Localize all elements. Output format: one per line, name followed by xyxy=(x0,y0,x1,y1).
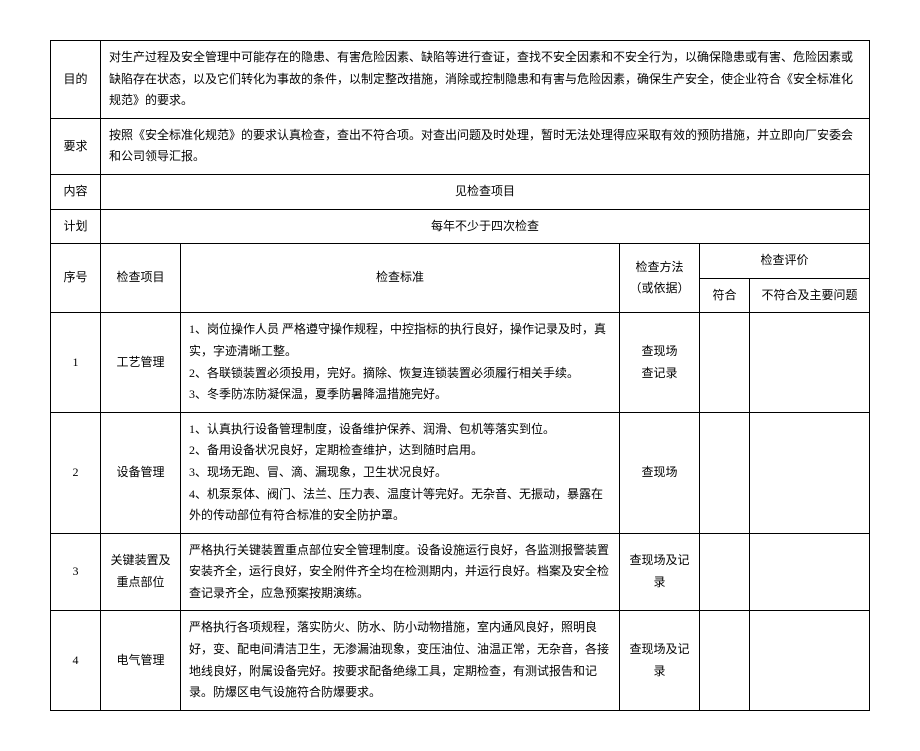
cell-method: 查现场及记录 xyxy=(619,611,699,710)
table-row: 1工艺管理1、岗位操作人员 严格遵守操作规程，中控指标的执行良好，操作记录及时，… xyxy=(51,313,870,412)
cell-item: 设备管理 xyxy=(101,412,181,533)
table-row: 4电气管理严格执行各项规程，落实防火、防水、防小动物措施，室内通风良好，照明良好… xyxy=(51,611,870,710)
cell-method: 查现场 查记录 xyxy=(619,313,699,412)
cell-item: 电气管理 xyxy=(101,611,181,710)
col-nonconform: 不符合及主要问题 xyxy=(749,278,869,313)
requirement-label: 要求 xyxy=(51,118,101,174)
col-standard: 检查标准 xyxy=(181,244,620,313)
requirement-row: 要求 按照《安全标准化规范》的要求认真检查，查出不符合项。对查出问题及时处理，暂… xyxy=(51,118,870,174)
plan-label: 计划 xyxy=(51,209,101,244)
col-item: 检查项目 xyxy=(101,244,181,313)
cell-nonconform xyxy=(749,412,869,533)
col-conform: 符合 xyxy=(699,278,749,313)
content-label: 内容 xyxy=(51,174,101,209)
plan-text: 每年不少于四次检查 xyxy=(101,209,870,244)
cell-seq: 3 xyxy=(51,533,101,611)
col-eval: 检查评价 xyxy=(699,244,869,279)
cell-item: 关键装置及重点部位 xyxy=(101,533,181,611)
cell-method: 查现场 xyxy=(619,412,699,533)
content-row: 内容 见检查项目 xyxy=(51,174,870,209)
cell-standard: 1、岗位操作人员 严格遵守操作规程，中控指标的执行良好，操作记录及时，真实，字迹… xyxy=(181,313,620,412)
cell-conform xyxy=(699,313,749,412)
cell-nonconform xyxy=(749,611,869,710)
cell-conform xyxy=(699,412,749,533)
inspection-table: 目的 对生产过程及安全管理中可能存在的隐患、有害危险因素、缺陷等进行查证，查找不… xyxy=(50,40,870,711)
requirement-text: 按照《安全标准化规范》的要求认真检查，查出不符合项。对查出问题及时处理，暂时无法… xyxy=(101,118,870,174)
cell-conform xyxy=(699,611,749,710)
cell-seq: 4 xyxy=(51,611,101,710)
cell-standard: 严格执行关键装置重点部位安全管理制度。设备设施运行良好，各监测报警装置安装齐全，… xyxy=(181,533,620,611)
col-seq: 序号 xyxy=(51,244,101,313)
content-text: 见检查项目 xyxy=(101,174,870,209)
col-method: 检查方法（或依据） xyxy=(619,244,699,313)
cell-standard: 严格执行各项规程，落实防火、防水、防小动物措施，室内通风良好，照明良好，变、配电… xyxy=(181,611,620,710)
cell-seq: 2 xyxy=(51,412,101,533)
cell-conform xyxy=(699,533,749,611)
purpose-row: 目的 对生产过程及安全管理中可能存在的隐患、有害危险因素、缺陷等进行查证，查找不… xyxy=(51,41,870,119)
table-row: 3关键装置及重点部位严格执行关键装置重点部位安全管理制度。设备设施运行良好，各监… xyxy=(51,533,870,611)
cell-item: 工艺管理 xyxy=(101,313,181,412)
cell-standard: 1、认真执行设备管理制度，设备维护保养、润滑、包机等落实到位。 2、备用设备状况… xyxy=(181,412,620,533)
cell-method: 查现场及记录 xyxy=(619,533,699,611)
purpose-label: 目的 xyxy=(51,41,101,119)
cell-nonconform xyxy=(749,533,869,611)
header-row-1: 序号 检查项目 检查标准 检查方法（或依据） 检查评价 xyxy=(51,244,870,279)
cell-seq: 1 xyxy=(51,313,101,412)
purpose-text: 对生产过程及安全管理中可能存在的隐患、有害危险因素、缺陷等进行查证，查找不安全因… xyxy=(101,41,870,119)
table-row: 2设备管理1、认真执行设备管理制度，设备维护保养、润滑、包机等落实到位。 2、备… xyxy=(51,412,870,533)
plan-row: 计划 每年不少于四次检查 xyxy=(51,209,870,244)
cell-nonconform xyxy=(749,313,869,412)
